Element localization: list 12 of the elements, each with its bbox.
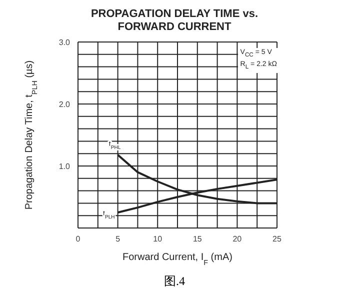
text: 图.4 — [163, 273, 186, 290]
x-tick-label: 0 — [76, 234, 81, 244]
y-tick-label: 2.0 — [58, 100, 71, 109]
x-tick-label: 25 — [272, 234, 282, 244]
x-axis-title: Forward Current, I$_{F}$ (mA) — [122, 252, 232, 266]
y-tick-label: 1.0 — [58, 162, 71, 171]
x-tick-label: 5 — [116, 234, 121, 244]
x-tick-label: 10 — [153, 234, 163, 244]
y-tick-label: 3.0 — [58, 38, 71, 47]
x-tick-label: 15 — [192, 234, 202, 244]
chart-title: PROPAGATION DELAY TIME vs. FORWARD CURRENT — [90, 8, 260, 34]
x-tick-label: 20 — [232, 234, 242, 244]
